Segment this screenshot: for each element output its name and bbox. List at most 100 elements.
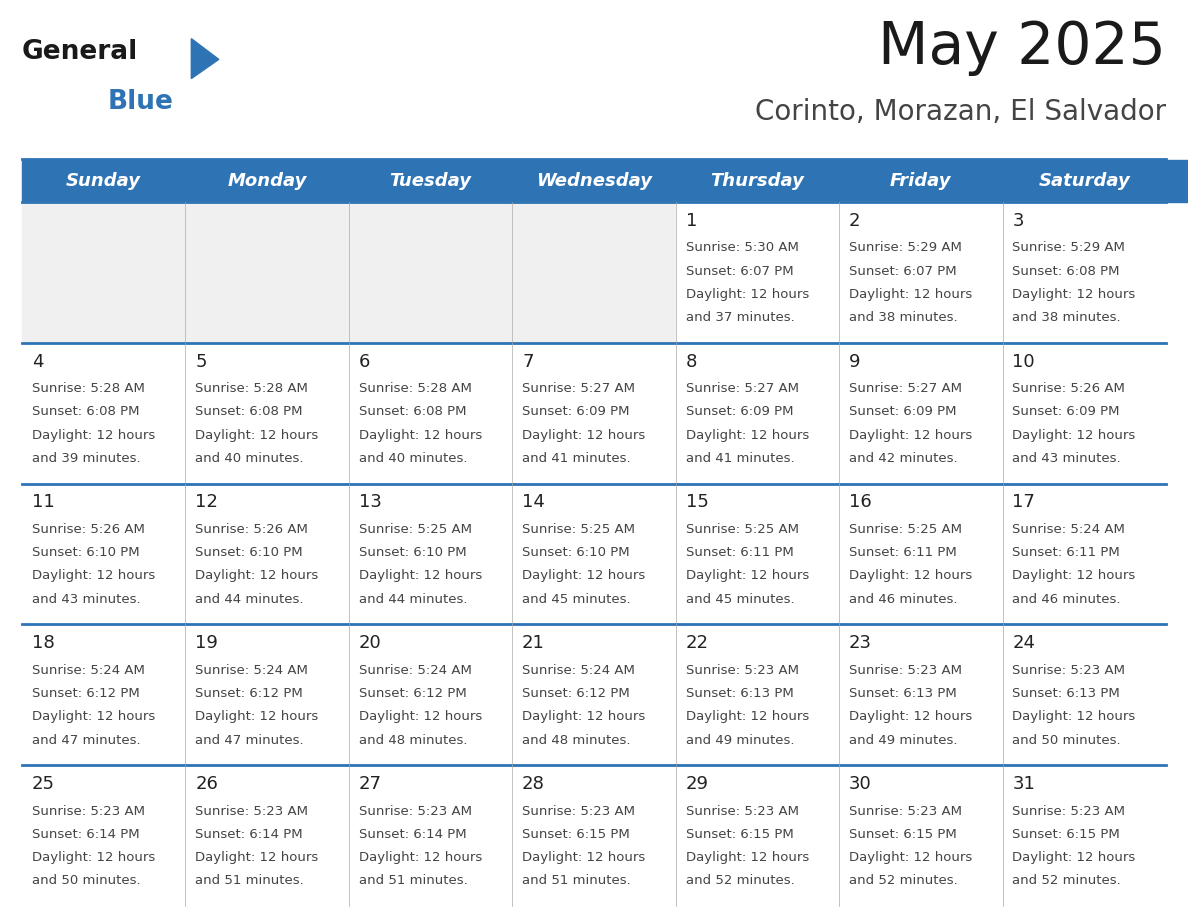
Text: 8: 8 [685,353,697,371]
Text: 17: 17 [1012,494,1035,511]
Text: and 45 minutes.: and 45 minutes. [522,593,631,606]
Text: Daylight: 12 hours: Daylight: 12 hours [195,851,318,864]
Text: Thursday: Thursday [710,172,804,190]
Text: and 48 minutes.: and 48 minutes. [359,733,467,746]
Text: May 2025: May 2025 [878,19,1165,76]
Text: Sunset: 6:10 PM: Sunset: 6:10 PM [359,546,466,559]
Text: Daylight: 12 hours: Daylight: 12 hours [522,851,645,864]
Text: Sunrise: 5:26 AM: Sunrise: 5:26 AM [1012,382,1125,396]
Text: Daylight: 12 hours: Daylight: 12 hours [359,429,482,442]
Text: 13: 13 [359,494,381,511]
Text: 11: 11 [32,494,55,511]
Text: 14: 14 [522,494,545,511]
Text: Sunrise: 5:23 AM: Sunrise: 5:23 AM [1012,804,1125,818]
Text: Sunset: 6:12 PM: Sunset: 6:12 PM [195,687,303,700]
Text: Sunset: 6:15 PM: Sunset: 6:15 PM [849,828,956,841]
Text: and 38 minutes.: and 38 minutes. [849,311,958,324]
Text: Sunrise: 5:24 AM: Sunrise: 5:24 AM [195,664,308,677]
Text: Sunset: 6:12 PM: Sunset: 6:12 PM [359,687,467,700]
Text: 30: 30 [849,775,872,793]
Text: Tuesday: Tuesday [390,172,472,190]
Text: 12: 12 [195,494,219,511]
Text: Monday: Monday [227,172,307,190]
Text: 9: 9 [849,353,860,371]
Text: and 40 minutes.: and 40 minutes. [195,452,304,465]
Text: General: General [23,39,138,64]
Text: Sunrise: 5:29 AM: Sunrise: 5:29 AM [849,241,962,254]
Text: and 39 minutes.: and 39 minutes. [32,452,140,465]
Text: Daylight: 12 hours: Daylight: 12 hours [685,569,809,583]
Text: 4: 4 [32,353,43,371]
Text: Sunset: 6:10 PM: Sunset: 6:10 PM [195,546,303,559]
Text: and 49 minutes.: and 49 minutes. [849,733,958,746]
Text: and 50 minutes.: and 50 minutes. [1012,733,1121,746]
Text: Sunset: 6:15 PM: Sunset: 6:15 PM [685,828,794,841]
Text: Sunrise: 5:25 AM: Sunrise: 5:25 AM [849,523,962,536]
Text: Sunset: 6:10 PM: Sunset: 6:10 PM [522,546,630,559]
Text: Sunday: Sunday [67,172,141,190]
Text: 5: 5 [195,353,207,371]
Text: Sunrise: 5:28 AM: Sunrise: 5:28 AM [359,382,472,396]
Text: Daylight: 12 hours: Daylight: 12 hours [522,711,645,723]
Text: 24: 24 [1012,634,1036,653]
Text: Daylight: 12 hours: Daylight: 12 hours [1012,711,1136,723]
Text: Sunrise: 5:29 AM: Sunrise: 5:29 AM [1012,241,1125,254]
Text: Daylight: 12 hours: Daylight: 12 hours [685,851,809,864]
Text: and 51 minutes.: and 51 minutes. [522,874,631,888]
Text: Saturday: Saturday [1038,172,1130,190]
Polygon shape [191,39,219,79]
Text: 2: 2 [849,212,860,230]
Text: Sunrise: 5:25 AM: Sunrise: 5:25 AM [522,523,636,536]
Text: Sunrise: 5:24 AM: Sunrise: 5:24 AM [522,664,634,677]
Text: Sunset: 6:13 PM: Sunset: 6:13 PM [1012,687,1120,700]
Text: Sunset: 6:11 PM: Sunset: 6:11 PM [685,546,794,559]
Text: and 38 minutes.: and 38 minutes. [1012,311,1121,324]
Text: Daylight: 12 hours: Daylight: 12 hours [1012,288,1136,301]
Text: Daylight: 12 hours: Daylight: 12 hours [685,288,809,301]
Text: Sunset: 6:11 PM: Sunset: 6:11 PM [849,546,956,559]
Text: Sunset: 6:07 PM: Sunset: 6:07 PM [685,264,794,277]
Text: and 42 minutes.: and 42 minutes. [849,452,958,465]
Text: Daylight: 12 hours: Daylight: 12 hours [1012,429,1136,442]
Text: Sunrise: 5:30 AM: Sunrise: 5:30 AM [685,241,798,254]
Text: and 37 minutes.: and 37 minutes. [685,311,795,324]
Text: and 48 minutes.: and 48 minutes. [522,733,631,746]
Text: 10: 10 [1012,353,1035,371]
Text: and 46 minutes.: and 46 minutes. [1012,593,1120,606]
Text: 20: 20 [359,634,381,653]
Text: Sunset: 6:13 PM: Sunset: 6:13 PM [685,687,794,700]
Text: 7: 7 [522,353,533,371]
Text: 15: 15 [685,494,708,511]
Text: 22: 22 [685,634,708,653]
Text: and 43 minutes.: and 43 minutes. [32,593,140,606]
Text: Daylight: 12 hours: Daylight: 12 hours [522,429,645,442]
Text: and 52 minutes.: and 52 minutes. [685,874,795,888]
Text: Sunrise: 5:23 AM: Sunrise: 5:23 AM [359,804,472,818]
Text: and 52 minutes.: and 52 minutes. [1012,874,1121,888]
Text: Sunrise: 5:23 AM: Sunrise: 5:23 AM [32,804,145,818]
Text: Sunrise: 5:23 AM: Sunrise: 5:23 AM [522,804,636,818]
Text: Sunrise: 5:26 AM: Sunrise: 5:26 AM [195,523,308,536]
Text: Sunrise: 5:27 AM: Sunrise: 5:27 AM [849,382,962,396]
Text: 27: 27 [359,775,381,793]
Text: Sunrise: 5:28 AM: Sunrise: 5:28 AM [195,382,308,396]
Text: Sunset: 6:08 PM: Sunset: 6:08 PM [359,406,466,419]
Text: Sunrise: 5:25 AM: Sunrise: 5:25 AM [359,523,472,536]
Text: Daylight: 12 hours: Daylight: 12 hours [685,429,809,442]
Text: Daylight: 12 hours: Daylight: 12 hours [849,711,972,723]
Text: and 41 minutes.: and 41 minutes. [522,452,631,465]
Text: 29: 29 [685,775,708,793]
Text: and 45 minutes.: and 45 minutes. [685,593,794,606]
Text: Sunset: 6:14 PM: Sunset: 6:14 PM [32,828,139,841]
Text: Friday: Friday [890,172,952,190]
Text: Sunset: 6:08 PM: Sunset: 6:08 PM [195,406,303,419]
Text: Daylight: 12 hours: Daylight: 12 hours [32,569,156,583]
Text: Daylight: 12 hours: Daylight: 12 hours [195,569,318,583]
Text: Daylight: 12 hours: Daylight: 12 hours [522,569,645,583]
Text: 1: 1 [685,212,697,230]
Text: 3: 3 [1012,212,1024,230]
Text: Sunrise: 5:23 AM: Sunrise: 5:23 AM [685,804,798,818]
Text: 25: 25 [32,775,55,793]
Text: Sunrise: 5:28 AM: Sunrise: 5:28 AM [32,382,145,396]
Text: Sunset: 6:08 PM: Sunset: 6:08 PM [1012,264,1120,277]
